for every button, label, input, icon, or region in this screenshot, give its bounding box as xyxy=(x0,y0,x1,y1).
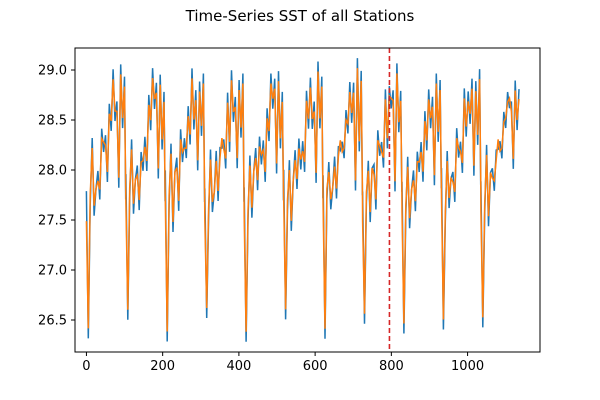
plot-frame xyxy=(74,47,541,353)
y-tick-label: 29.0 xyxy=(38,64,67,79)
y-tick-label: 27.5 xyxy=(38,214,67,229)
series-layer xyxy=(85,58,520,342)
y-axis: 26.5 27.0 27.5 28.0 28.5 29.0 xyxy=(38,64,75,329)
x-tick-label: 200 xyxy=(150,359,175,374)
y-tick-label: 26.5 xyxy=(38,314,67,329)
y-tick-label: 27.0 xyxy=(38,264,67,279)
y-tick-label: 28.0 xyxy=(38,164,67,179)
x-tick-label: 1000 xyxy=(451,359,484,374)
series-line-2 xyxy=(85,68,520,332)
x-tick-label: 400 xyxy=(226,359,251,374)
x-tick-label: 0 xyxy=(82,359,90,374)
chart-title: Time-Series SST of all Stations xyxy=(185,7,415,25)
x-tick-label: 800 xyxy=(379,359,404,374)
y-tick-label: 28.5 xyxy=(38,114,67,129)
x-axis: 0 200 400 600 800 1000 xyxy=(82,352,484,374)
x-tick-label: 600 xyxy=(303,359,328,374)
